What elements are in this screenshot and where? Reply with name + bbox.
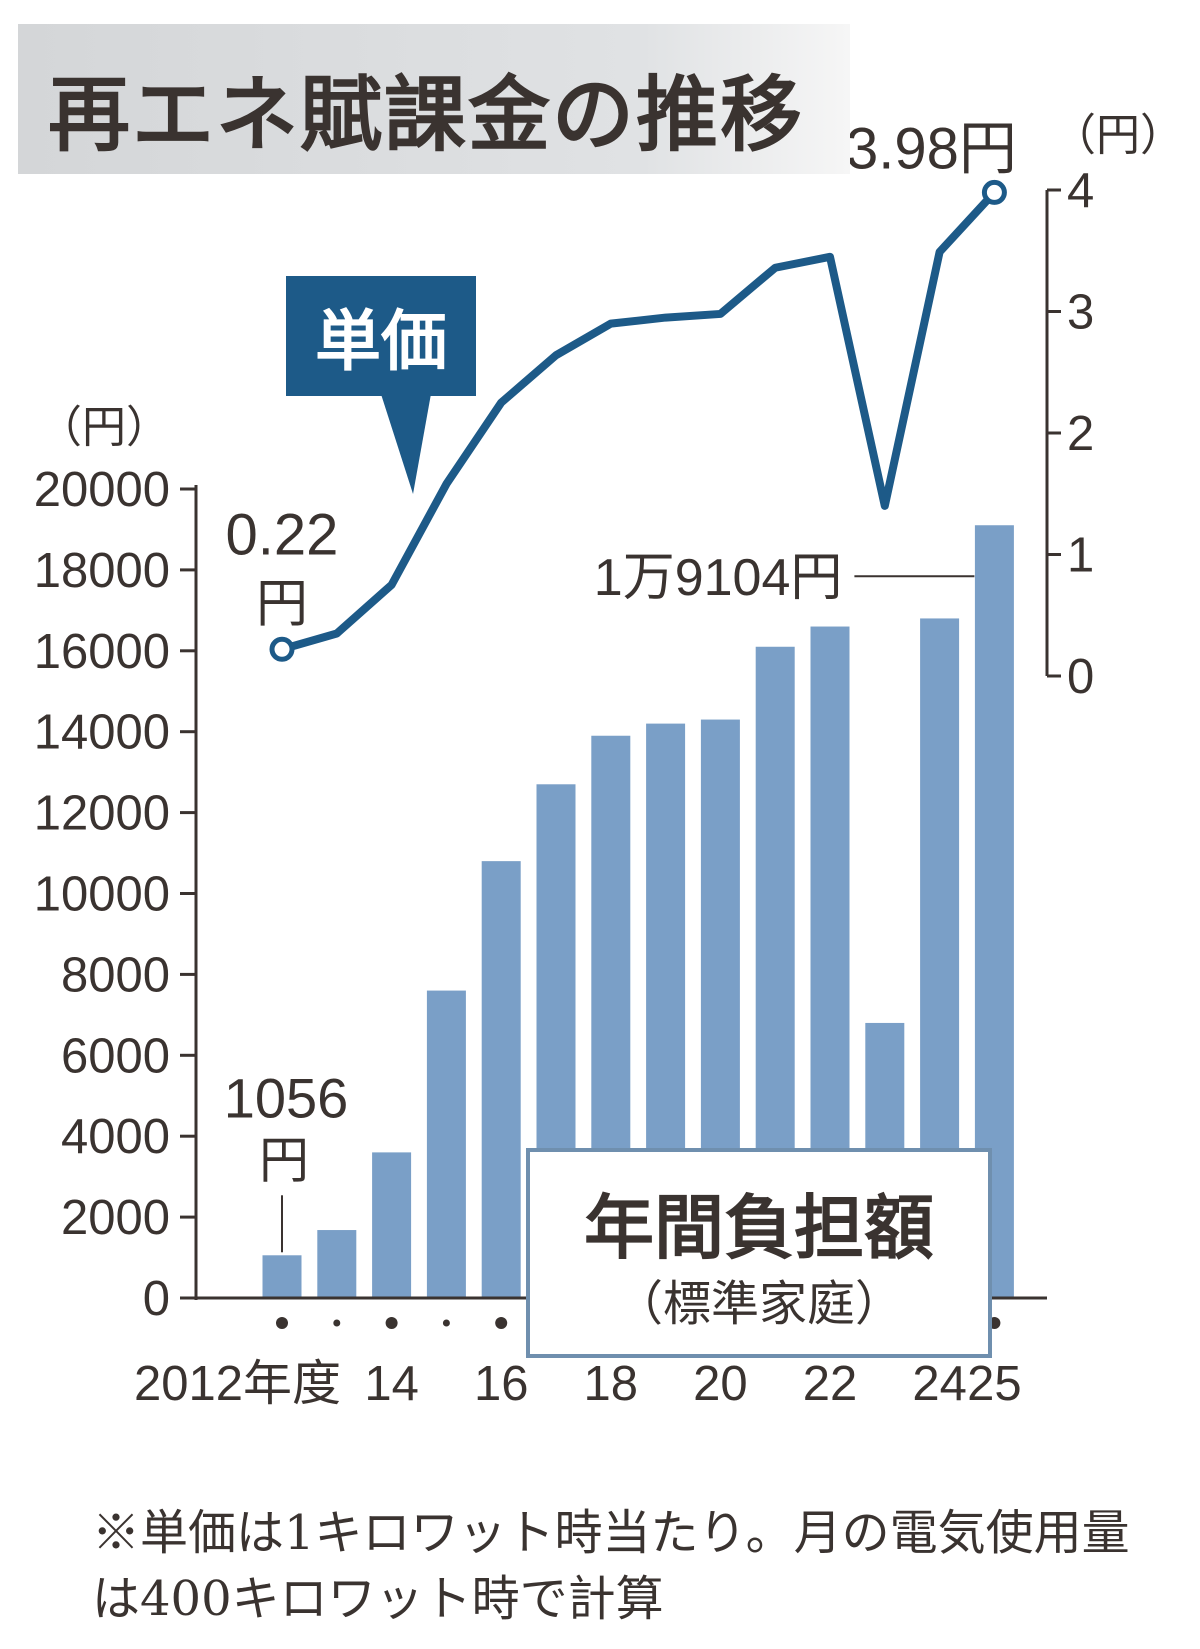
x-axis-dot bbox=[276, 1317, 288, 1329]
right-axis-tick-label: 4 bbox=[1067, 164, 1094, 218]
line-annotation: 0.22 bbox=[226, 502, 339, 567]
bar-series-sublabel: （標準家庭） bbox=[614, 1276, 903, 1332]
right-axis-tick-label: 1 bbox=[1067, 529, 1094, 583]
bar-annotation: 1056 bbox=[224, 1066, 349, 1129]
right-axis-tick-label: 3 bbox=[1067, 286, 1094, 340]
line-annotation: 3.98円 bbox=[846, 116, 1017, 181]
footnote: ※単価は1キロワット時当たり。月の電気使用量は400キロワット時で計算 bbox=[92, 1505, 1130, 1627]
left-axis-tick-label: 6000 bbox=[61, 1029, 170, 1083]
left-axis: 0 2000 4000 6000 8000 10000 12000 14000 16000 180… bbox=[34, 403, 198, 1326]
x-axis-dot bbox=[495, 1317, 508, 1329]
left-axis-tick-label: 20000 bbox=[34, 463, 170, 517]
bar bbox=[317, 1230, 357, 1298]
left-axis-tick-label: 2000 bbox=[61, 1191, 170, 1245]
bar-annotation: 1万9104円 bbox=[594, 549, 843, 607]
left-axis-tick-label: 16000 bbox=[34, 625, 170, 679]
right-axis-tick-label: 0 bbox=[1067, 650, 1094, 704]
bar bbox=[426, 990, 466, 1298]
right-axis-tick-label: 2 bbox=[1067, 407, 1094, 461]
left-axis-tick-label: 18000 bbox=[34, 544, 170, 598]
left-axis-tick-label: 0 bbox=[143, 1272, 170, 1326]
x-axis-tick-label: 24 bbox=[912, 1357, 967, 1411]
x-axis-tick-label: 25 bbox=[967, 1357, 1022, 1411]
x-axis-dot bbox=[385, 1317, 398, 1329]
left-axis-tick-label: 4000 bbox=[61, 1110, 170, 1164]
x-axis-tick-label: 14 bbox=[364, 1357, 419, 1411]
x-axis-tick-label: 16 bbox=[474, 1357, 529, 1411]
left-axis-unit: （円） bbox=[38, 403, 170, 452]
left-axis-tick-label: 10000 bbox=[34, 868, 170, 922]
bar-annotation-unit: 円 bbox=[259, 1132, 309, 1188]
chart-title: 再エネ賦課金の推移 bbox=[48, 68, 805, 163]
line-point bbox=[269, 636, 295, 662]
title-band bbox=[18, 24, 850, 174]
x-axis-tick-label: 20 bbox=[693, 1357, 748, 1411]
x-axis-tick-label: 22 bbox=[803, 1357, 858, 1411]
line-series-label: 単価 bbox=[286, 276, 476, 396]
bar-series-label: 年間負担額 bbox=[584, 1187, 934, 1269]
line-series: 0.22 円 3.98円 bbox=[226, 116, 1017, 662]
left-axis-tick-label: 14000 bbox=[34, 706, 170, 760]
bar bbox=[262, 1255, 302, 1298]
x-axis-tick-label: 2012年度 bbox=[134, 1357, 341, 1411]
x-axis-dot bbox=[442, 1319, 450, 1327]
left-axis-tick-label: 8000 bbox=[61, 948, 170, 1002]
bar bbox=[372, 1152, 412, 1298]
left-axis-tick-label: 12000 bbox=[34, 787, 170, 841]
bar bbox=[481, 861, 521, 1298]
x-axis-dot bbox=[333, 1319, 341, 1327]
line-point bbox=[981, 179, 1007, 205]
line-series-path bbox=[278, 188, 999, 654]
right-axis: 0 1 2 3 4（円） bbox=[1045, 111, 1184, 704]
x-axis-tick-label: 18 bbox=[584, 1357, 639, 1411]
right-axis-unit: （円） bbox=[1052, 111, 1184, 160]
line-annotation-unit: 円 bbox=[256, 575, 308, 633]
bar-series-legend: 年間負担額 （標準家庭） bbox=[526, 1148, 992, 1358]
